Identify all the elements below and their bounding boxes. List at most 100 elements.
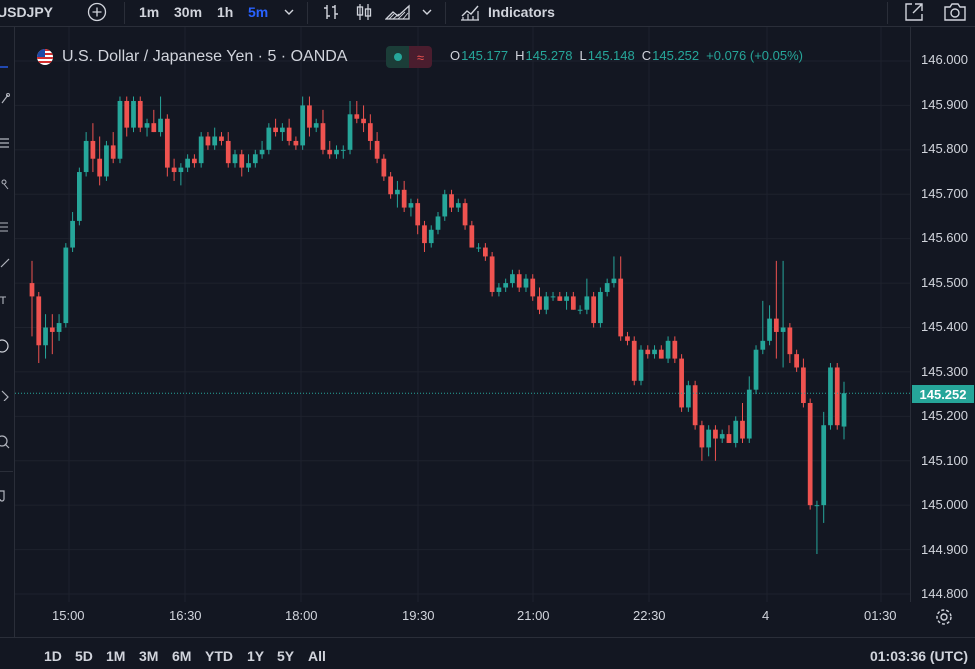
area-chart-icon [385, 4, 410, 20]
price-axis[interactable]: 146.000 145.900 145.800 145.700 145.600 … [910, 27, 975, 602]
range-1m[interactable]: 1M [106, 648, 126, 664]
candle-body [726, 434, 732, 443]
candle-body [679, 358, 684, 408]
market-status-badge[interactable]: ≈ [386, 46, 432, 68]
candle [780, 260, 786, 368]
open-new-window-button[interactable] [902, 2, 926, 22]
brush-icon[interactable] [0, 257, 12, 269]
candle [591, 291, 597, 328]
candle [171, 158, 177, 181]
candle-body [97, 158, 103, 177]
candle-body [550, 296, 556, 298]
candle [185, 154, 191, 173]
fib-retracement-icon[interactable] [0, 137, 12, 149]
range-5d[interactable]: 5D [75, 648, 93, 664]
open-value: 145.177 [461, 48, 509, 63]
candle-body [828, 367, 833, 426]
chart-pane[interactable] [15, 27, 910, 602]
symbol-search[interactable]: USDJPY [0, 4, 54, 20]
candles-chart-type-button[interactable] [353, 2, 375, 22]
candle [334, 145, 339, 159]
candle-body [503, 283, 509, 288]
candle [76, 167, 82, 226]
candle-body [144, 123, 150, 128]
timeframe-1m[interactable]: 1m [139, 4, 160, 20]
candle [56, 314, 62, 341]
candle [104, 140, 109, 181]
candle-body [178, 167, 184, 173]
time-axis[interactable]: 15:00 16:30 18:00 19:30 21:00 22:30 4 01… [15, 602, 910, 630]
candle-body [665, 340, 671, 359]
candle [570, 291, 576, 310]
candle-body [246, 163, 251, 168]
low-key: L [579, 48, 587, 63]
bar-chart-type-button[interactable] [320, 2, 342, 22]
candle-body [90, 140, 96, 159]
candle-body [259, 149, 265, 155]
candle [665, 336, 671, 364]
range-5y[interactable]: 5Y [277, 648, 295, 664]
timeframe-1h[interactable]: 1h [217, 4, 234, 20]
candle [482, 243, 488, 261]
us-flag-icon [37, 49, 53, 65]
timeframe-dropdown[interactable] [282, 2, 296, 22]
timeframe-30m[interactable]: 30m [174, 4, 203, 20]
range-all[interactable]: All [308, 648, 326, 664]
candle-body [435, 216, 441, 230]
trend-line-icon[interactable] [0, 93, 12, 105]
candle-body [415, 203, 421, 226]
bars-icon [324, 5, 338, 19]
area-chart-type-button[interactable] [384, 2, 412, 22]
crosshair-icon[interactable] [0, 61, 12, 73]
candle-body [638, 349, 644, 381]
candle-body [719, 434, 725, 439]
range-ytd[interactable]: YTD [205, 648, 233, 664]
candle [239, 149, 245, 177]
range-3m[interactable]: 3M [139, 648, 159, 664]
measure-icon[interactable] [0, 389, 12, 402]
snapshot-button[interactable] [942, 2, 968, 22]
range-1y[interactable]: 1Y [247, 648, 265, 664]
candle [428, 225, 434, 248]
high-key: H [515, 48, 525, 63]
candle-body [706, 429, 712, 448]
indicators-button[interactable]: Indicators [459, 2, 571, 22]
candle-body [469, 225, 475, 248]
compare-symbol-button[interactable] [86, 2, 108, 22]
candle-body [401, 189, 407, 208]
candle [685, 380, 691, 412]
candle [692, 380, 698, 430]
timeframe-5m[interactable]: 5m [248, 4, 269, 20]
prediction-tool-icon[interactable] [0, 221, 12, 233]
time-axis-label: 19:30 [402, 608, 435, 623]
candle [388, 172, 394, 199]
candle [537, 287, 542, 315]
candle [340, 145, 346, 159]
price-axis-label: 145.300 [921, 364, 968, 379]
candle-body [753, 349, 759, 390]
price-axis-label: 145.800 [921, 141, 968, 156]
candle [408, 198, 414, 217]
candle-body [537, 296, 542, 310]
candle-body [821, 425, 827, 506]
candle-body [672, 340, 678, 359]
chart-type-dropdown[interactable] [420, 2, 434, 22]
candle-body [293, 140, 299, 146]
pattern-tool-icon[interactable] [0, 179, 12, 191]
price-axis-label: 146.000 [921, 52, 968, 67]
timezone-clock[interactable]: 01:03:36 (UTC) [869, 648, 968, 664]
range-6m[interactable]: 6M [172, 648, 192, 664]
candle [821, 411, 827, 523]
zoom-in-icon[interactable] [0, 435, 12, 449]
candle-body [239, 154, 245, 168]
gear-icon [936, 609, 952, 625]
range-1d[interactable]: 1D [44, 648, 62, 664]
symbol-description[interactable]: U.S. Dollar / Japanese Yen · 5 · OANDA [62, 48, 348, 65]
magnet-icon[interactable] [0, 489, 12, 502]
candle [645, 345, 651, 359]
text-tool-icon[interactable] [0, 293, 12, 305]
icon-tool-icon[interactable] [0, 339, 12, 353]
candle-body [232, 154, 238, 164]
chart-settings-button[interactable] [935, 608, 953, 629]
drawing-toolbar [0, 27, 15, 637]
